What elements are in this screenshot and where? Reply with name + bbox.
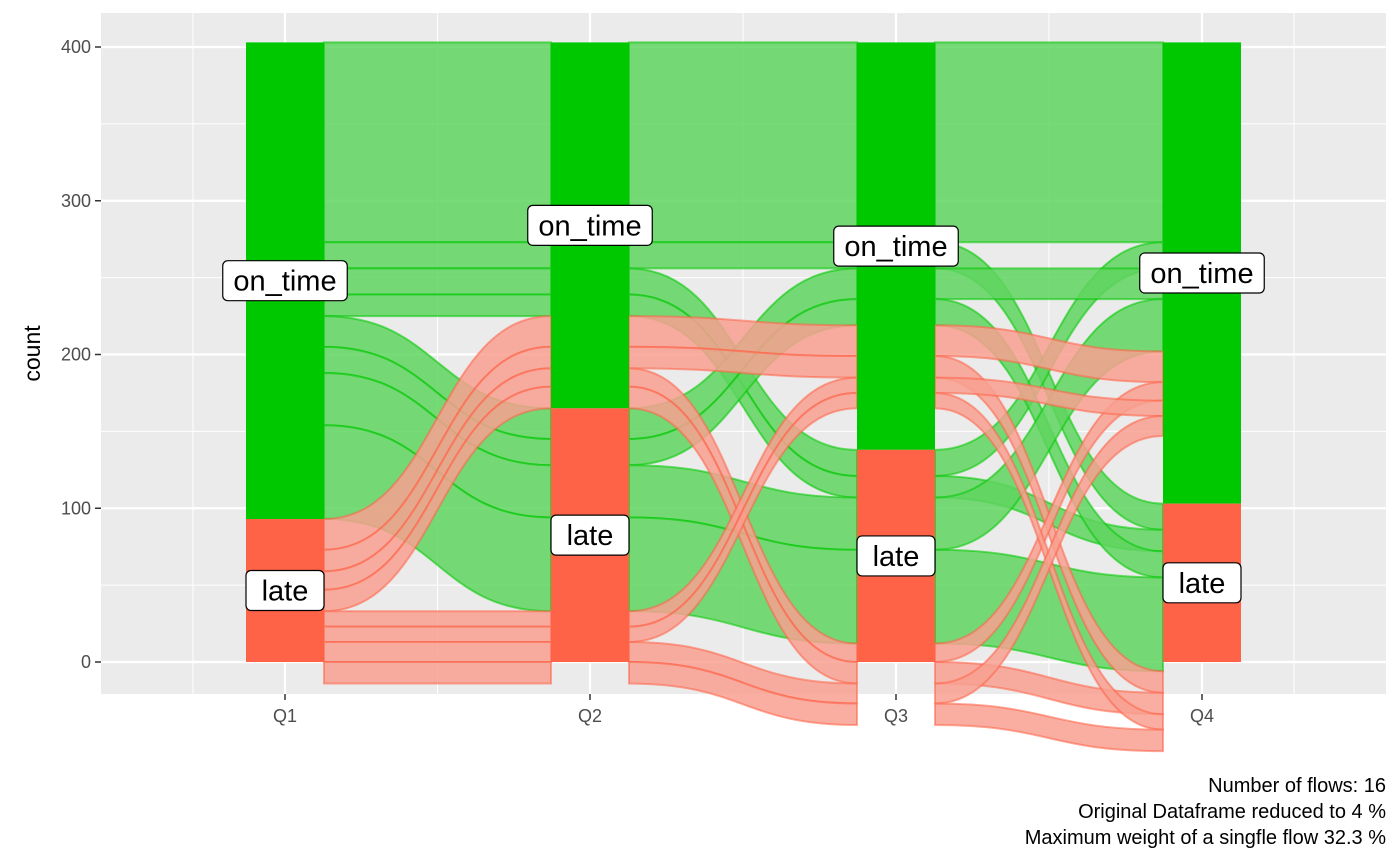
- stratum-label-on_time-q1: on_time: [233, 266, 336, 298]
- flow-ribbon-16-stage-2: [628, 660, 858, 727]
- y-axis-title: count: [19, 325, 45, 382]
- caption-max-weight: Maximum weight of a singfle flow 32.3 %: [1024, 827, 1386, 849]
- stratum-label-late-q1: late: [262, 576, 309, 608]
- flow-ribbon-2-stage-1: [323, 241, 552, 270]
- flow-ribbon-5-stage-3: [934, 267, 1164, 301]
- caption-flow-count: Number of flows: 16: [1208, 775, 1386, 797]
- stratum-label-on_time-q3: on_time: [844, 231, 947, 263]
- caption-reduction: Original Dataframe reduced to 4 %: [1078, 801, 1386, 823]
- stratum-label-box-late-q2: [550, 514, 630, 556]
- flow-ribbon-1-stage-3: [934, 41, 1164, 244]
- y-tick-label: 0: [81, 652, 91, 672]
- stratum-label-box-on_time-q1: [222, 260, 348, 302]
- stratum-label-on_time-q4: on_time: [1150, 258, 1253, 290]
- flow-ribbon-16-stage-3: [934, 702, 1164, 753]
- stratum-label-late-q2: late: [567, 520, 614, 552]
- x-tick-label-q3: Q3: [884, 706, 908, 726]
- flow-ribbon-1-stage-2: [628, 41, 858, 244]
- flow-ribbon-13-stage-1: [323, 610, 552, 628]
- stratum-label-on_time-q2: on_time: [538, 210, 641, 242]
- stratum-label-box-on_time-q4: [1139, 252, 1265, 294]
- flow-ribbon-1-stage-1: [323, 41, 552, 244]
- flow-ribbon-14-stage-1: [323, 625, 552, 644]
- flow-ribbon-2-stage-2: [628, 241, 858, 270]
- x-tick-label-q1: Q1: [273, 706, 297, 726]
- x-tick-label-q2: Q2: [578, 706, 602, 726]
- stratum-label-box-on_time-q3: [833, 225, 959, 267]
- y-tick-label: 200: [61, 345, 91, 365]
- x-tick-label-q4: Q4: [1190, 706, 1214, 726]
- y-tick-label: 400: [61, 37, 91, 57]
- flow-ribbon-15-stage-1: [323, 641, 552, 663]
- flow-ribbon-4-stage-1: [323, 293, 552, 318]
- stratum-label-late-q4: late: [1179, 568, 1226, 600]
- y-tick-label: 300: [61, 191, 91, 211]
- stratum-label-late-q3: late: [873, 541, 920, 573]
- stratum-label-box-on_time-q2: [527, 204, 653, 246]
- y-tick-label: 100: [61, 498, 91, 518]
- flow-ribbon-3-stage-1: [323, 267, 552, 296]
- stratum-label-box-late-q1: [245, 569, 325, 612]
- stratum-label-box-late-q3: [856, 535, 936, 577]
- flow-ribbon-16-stage-1: [323, 661, 552, 685]
- stratum-label-box-late-q4: [1162, 562, 1242, 604]
